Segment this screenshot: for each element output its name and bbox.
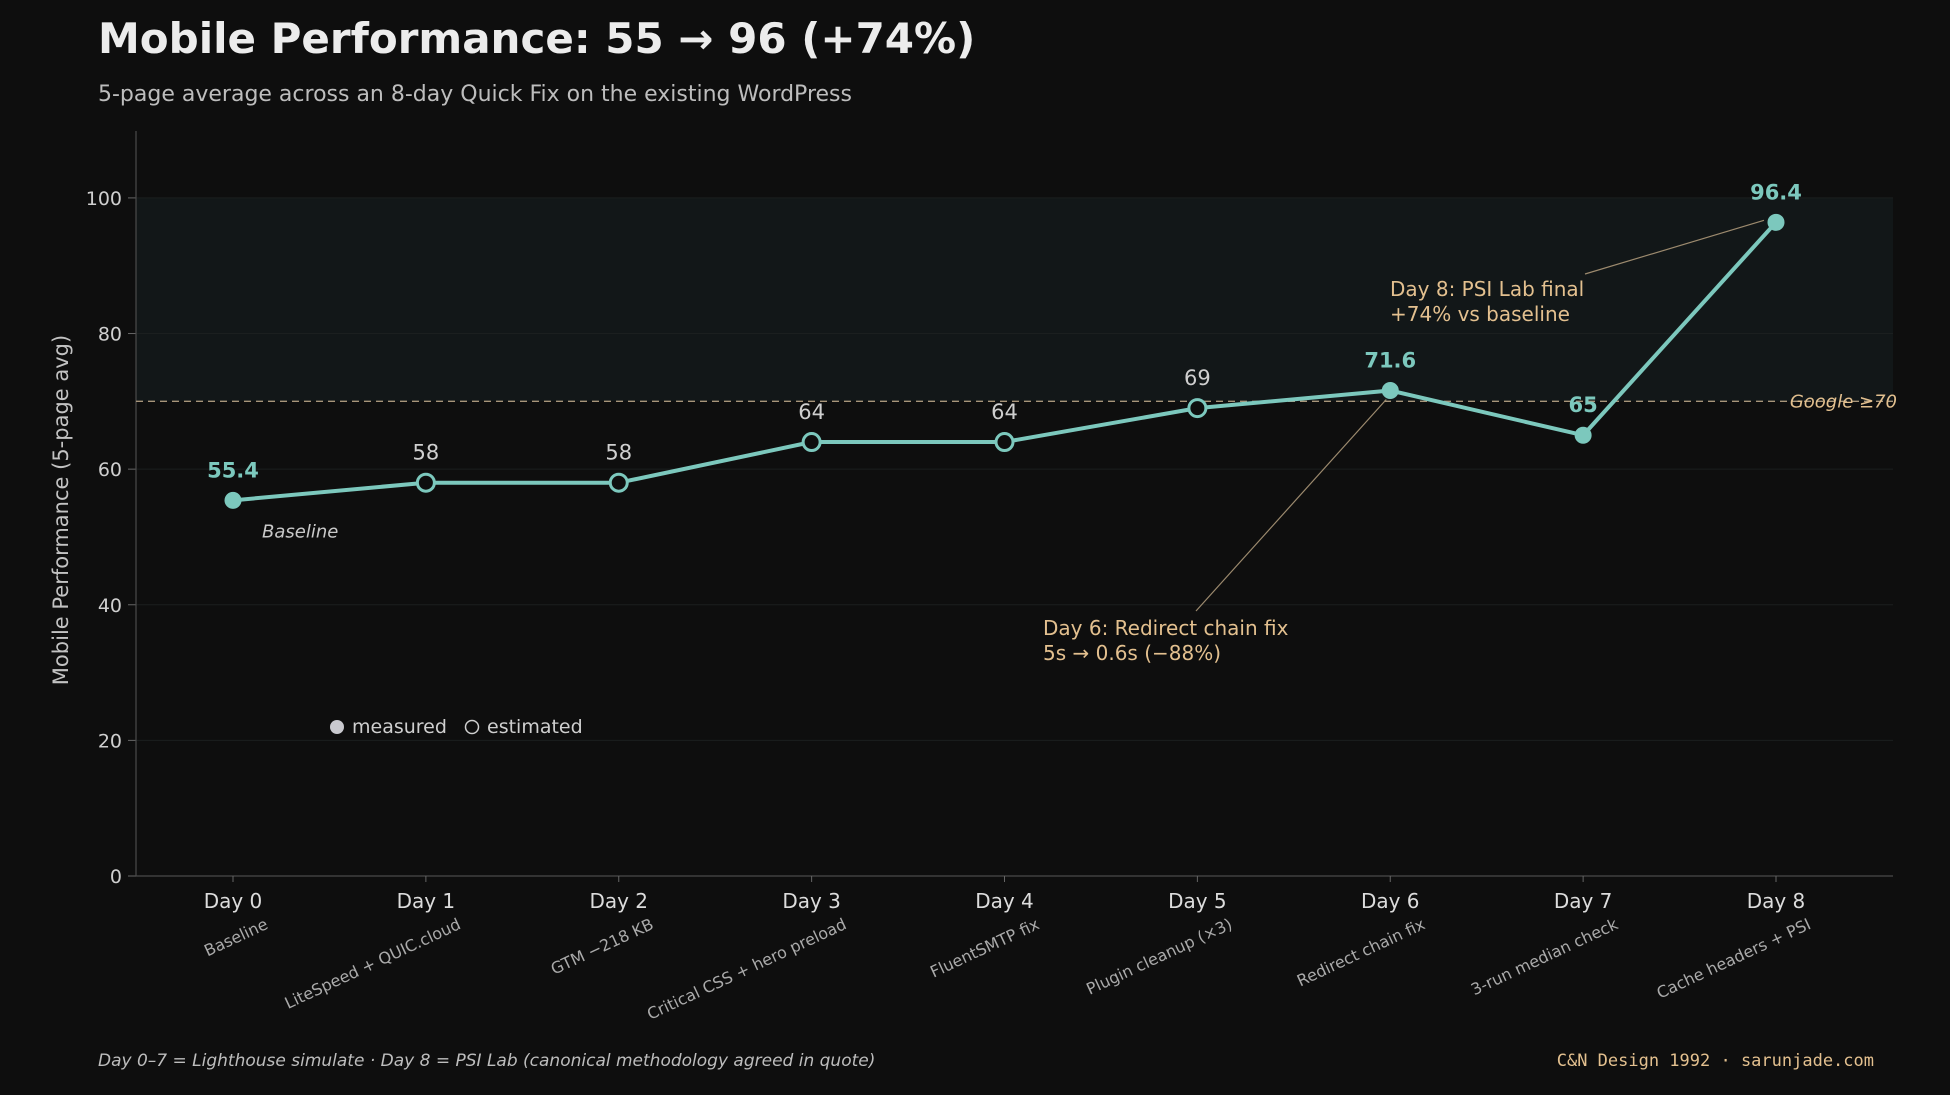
x-sublabel: Critical CSS + hero preload (644, 914, 849, 1023)
y-tick-label: 0 (110, 866, 122, 888)
data-point-estimated (1187, 398, 1208, 419)
x-sublabel: Redirect chain fix (1294, 914, 1428, 990)
x-sublabel: LiteSpeed + QUIC.cloud (282, 914, 464, 1012)
x-tick-label: Day 3 (782, 889, 841, 913)
methodology-footnote: Day 0–7 = Lighthouse simulate · Day 8 = … (98, 1051, 876, 1071)
x-sublabel: GTM −218 KB (548, 914, 657, 978)
chart-subtitle: 5-page average across an 8-day Quick Fix… (98, 82, 852, 107)
data-value-label: 64 (798, 400, 825, 424)
legend-estimated-label: estimated (487, 716, 583, 738)
data-value-label: 55.4 (207, 458, 259, 482)
legend-measured-label: measured (352, 716, 447, 738)
annotation-leader-line (1584, 219, 1765, 275)
data-point-measured (224, 491, 242, 509)
data-value-label: 71.6 (1364, 348, 1416, 372)
x-sublabel: Baseline (201, 914, 271, 960)
reference-line-label: Google ≥70 (1790, 391, 1897, 412)
target-zone-band (136, 197, 1893, 402)
y-tick-label: 100 (86, 188, 122, 210)
data-point-measured (1767, 213, 1785, 231)
x-sublabel: Plugin cleanup (×3) (1083, 914, 1235, 998)
x-tick-label: Day 6 (1361, 889, 1420, 913)
data-point-estimated (801, 432, 822, 453)
annotation-leader-line (1195, 399, 1387, 612)
x-sublabel: Cache headers + PSI (1654, 914, 1814, 1002)
x-tick-label: Day 8 (1747, 889, 1806, 913)
y-tick-label: 20 (98, 730, 122, 752)
chart-title: Mobile Performance: 55 → 96 (+74%) (98, 14, 976, 63)
annotation-text: 5s → 0.6s (−88%) (1043, 641, 1221, 665)
legend-estimated-marker (464, 719, 480, 735)
x-tick-label: Day 4 (975, 889, 1034, 913)
data-value-label: 96.4 (1750, 180, 1802, 204)
x-tick-label: Day 5 (1168, 889, 1227, 913)
data-point-estimated (608, 472, 629, 493)
data-value-label: 58 (413, 441, 440, 465)
x-sublabel: 3-run median check (1468, 914, 1622, 999)
data-value-label: 58 (605, 441, 632, 465)
data-value-label: 65 (1569, 393, 1598, 417)
data-value-label: 69 (1184, 366, 1211, 390)
y-tick-label: 60 (98, 459, 122, 481)
x-tick-label: Day 2 (589, 889, 648, 913)
y-tick-label: 40 (98, 595, 122, 617)
data-value-label: 64 (991, 400, 1018, 424)
x-tick-label: Day 0 (204, 889, 263, 913)
legend-measured-marker (330, 720, 344, 734)
annotation-text: +74% vs baseline (1390, 302, 1570, 326)
x-sublabel: FluentSMTP fix (927, 914, 1042, 981)
data-point-estimated (994, 432, 1015, 453)
baseline-note: Baseline (262, 521, 338, 542)
annotation-text: Day 6: Redirect chain fix (1043, 616, 1289, 640)
credit-footnote: C&N Design 1992 · sarunjade.com (1556, 1051, 1874, 1071)
annotation-text: Day 8: PSI Lab final (1390, 277, 1584, 301)
y-tick-label: 80 (98, 324, 122, 346)
data-point-measured (1381, 381, 1399, 399)
data-point-estimated (415, 472, 436, 493)
data-point-measured (1574, 426, 1592, 444)
x-tick-label: Day 1 (397, 889, 456, 913)
x-tick-label: Day 7 (1554, 889, 1613, 913)
y-axis-title: Mobile Performance (5-page avg) (49, 335, 73, 685)
